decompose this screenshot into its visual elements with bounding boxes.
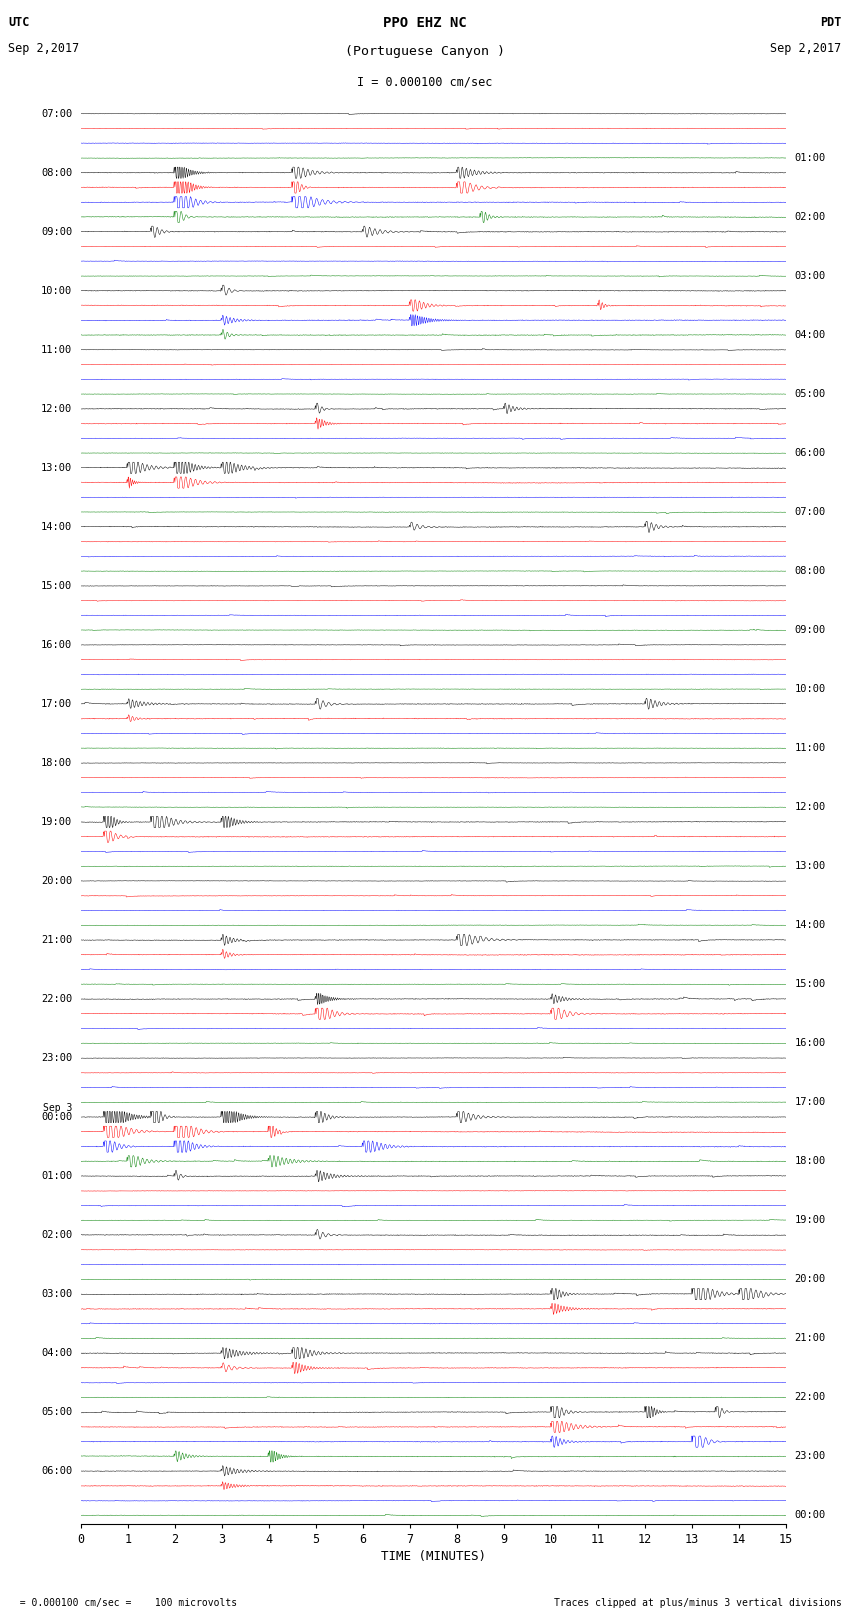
Text: 07:00: 07:00 [795,506,826,518]
Text: 19:00: 19:00 [41,816,72,827]
Text: 03:00: 03:00 [795,271,826,281]
Text: 02:00: 02:00 [795,211,826,223]
Text: 21:00: 21:00 [41,936,72,945]
Text: 15:00: 15:00 [41,581,72,590]
Text: 05:00: 05:00 [795,389,826,398]
Text: 10:00: 10:00 [41,286,72,295]
Text: (Portuguese Canyon ): (Portuguese Canyon ) [345,45,505,58]
Text: 14:00: 14:00 [795,921,826,931]
Text: UTC: UTC [8,16,30,29]
Text: 19:00: 19:00 [795,1215,826,1226]
Text: 07:00: 07:00 [41,108,72,119]
Text: 06:00: 06:00 [795,448,826,458]
Text: = 0.000100 cm/sec =    100 microvolts: = 0.000100 cm/sec = 100 microvolts [8,1598,238,1608]
Text: 23:00: 23:00 [41,1053,72,1063]
Text: 11:00: 11:00 [41,345,72,355]
Text: 09:00: 09:00 [795,626,826,636]
Text: 08:00: 08:00 [795,566,826,576]
Text: 23:00: 23:00 [795,1452,826,1461]
Text: Sep 2,2017: Sep 2,2017 [770,42,842,55]
Text: 18:00: 18:00 [795,1157,826,1166]
Text: 17:00: 17:00 [795,1097,826,1107]
Text: 22:00: 22:00 [41,994,72,1003]
Text: 05:00: 05:00 [41,1407,72,1418]
Text: 04:00: 04:00 [795,331,826,340]
Text: 00:00: 00:00 [795,1510,826,1521]
Text: 10:00: 10:00 [795,684,826,694]
X-axis label: TIME (MINUTES): TIME (MINUTES) [381,1550,486,1563]
Text: 22:00: 22:00 [795,1392,826,1402]
Text: 18:00: 18:00 [41,758,72,768]
Text: 08:00: 08:00 [41,168,72,177]
Text: 03:00: 03:00 [41,1289,72,1298]
Text: 04:00: 04:00 [41,1348,72,1358]
Text: PPO EHZ NC: PPO EHZ NC [383,16,467,31]
Text: 06:00: 06:00 [41,1466,72,1476]
Text: 00:00: 00:00 [41,1111,72,1123]
Text: 01:00: 01:00 [41,1171,72,1181]
Text: 13:00: 13:00 [795,861,826,871]
Text: 12:00: 12:00 [41,403,72,415]
Text: PDT: PDT [820,16,842,29]
Text: 15:00: 15:00 [795,979,826,989]
Text: 20:00: 20:00 [795,1274,826,1284]
Text: 11:00: 11:00 [795,744,826,753]
Text: Sep 3: Sep 3 [42,1103,72,1113]
Text: I = 0.000100 cm/sec: I = 0.000100 cm/sec [357,76,493,89]
Text: 16:00: 16:00 [795,1039,826,1048]
Text: 20:00: 20:00 [41,876,72,886]
Text: 21:00: 21:00 [795,1334,826,1344]
Text: Traces clipped at plus/minus 3 vertical divisions: Traces clipped at plus/minus 3 vertical … [553,1598,842,1608]
Text: 17:00: 17:00 [41,698,72,708]
Text: 01:00: 01:00 [795,153,826,163]
Text: 09:00: 09:00 [41,227,72,237]
Text: 14:00: 14:00 [41,523,72,532]
Text: 12:00: 12:00 [795,802,826,813]
Text: 13:00: 13:00 [41,463,72,473]
Text: Sep 2,2017: Sep 2,2017 [8,42,80,55]
Text: 16:00: 16:00 [41,640,72,650]
Text: 02:00: 02:00 [41,1231,72,1240]
